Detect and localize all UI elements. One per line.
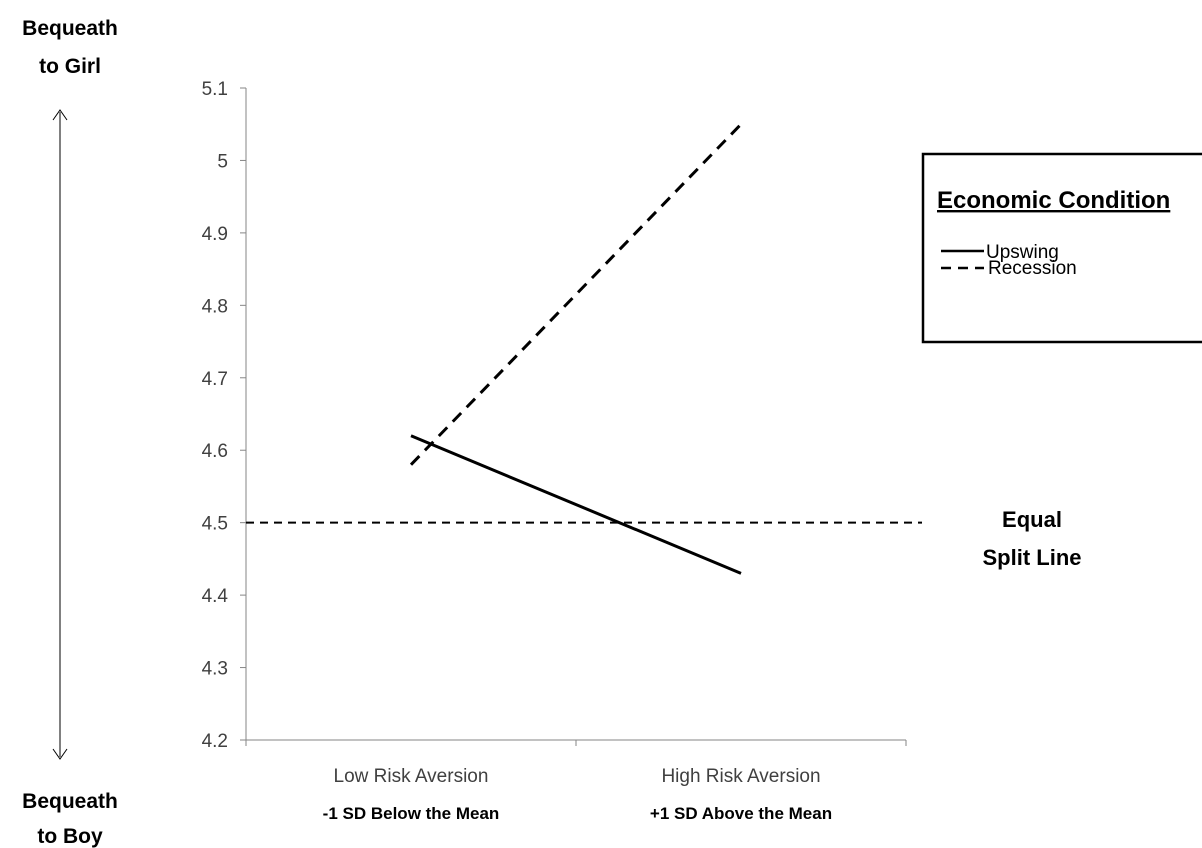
x-category-label: Low Risk Aversion [334,766,489,787]
series-lines [409,123,743,575]
y-tick-label: 5.1 [202,79,228,100]
series-line-upswing [410,434,742,575]
y-direction-top-line2: to Girl [39,55,101,78]
y-tick-label: 4.8 [202,296,228,317]
y-direction-bottom-label: Bequeath to Boy [22,790,118,848]
y-tick-label: 5 [217,151,228,172]
y-tick-label: 4.7 [202,369,228,390]
x-category-sublabel: -1 SD Below the Mean [323,804,500,823]
y-direction-bottom-line2: to Boy [37,825,103,848]
y-tick-label: 4.3 [202,659,228,680]
x-category-sublabel: +1 SD Above the Mean [650,804,832,823]
y-direction-top-label: Bequeath to Girl [22,17,118,78]
double-arrow-icon [52,109,68,760]
legend-title: Economic Condition [937,187,1170,214]
legend-label-recession: Recession [988,258,1077,279]
legend: Economic Condition Upswing Recession [921,152,1202,344]
y-direction-bottom-line1: Bequeath [22,790,118,813]
y-direction-top-line1: Bequeath [22,17,118,40]
series-line-recession [409,123,743,466]
y-tick-label: 4.5 [202,514,228,535]
x-axis-ticks [245,740,907,746]
x-axis-labels: Low Risk Aversion -1 SD Below the Mean Hig… [323,766,832,823]
equal-split-label-line1: Equal [1002,507,1062,532]
y-tick-label: 4.9 [202,224,228,245]
legend-box [921,152,1202,344]
equal-split-label-line2: Split Line [983,545,1082,570]
x-category-label: High Risk Aversion [661,766,820,787]
y-axis-ticks: 4.2 4.3 4.4 4.5 4.6 4.7 4.8 4.9 5 5.1 [202,79,246,752]
y-tick-label: 4.2 [202,731,228,752]
y-tick-label: 4.6 [202,441,228,462]
y-tick-label: 4.4 [202,586,229,607]
legend-label-upswing: Upswing [986,242,1059,263]
